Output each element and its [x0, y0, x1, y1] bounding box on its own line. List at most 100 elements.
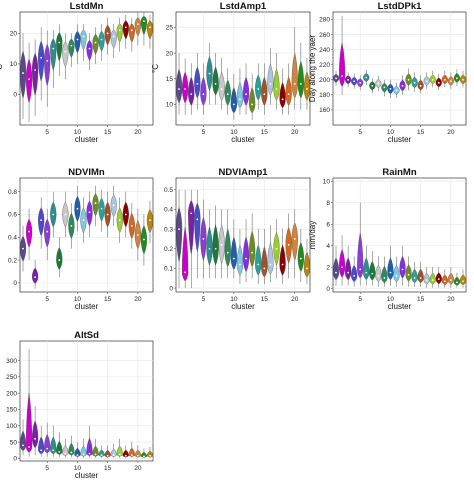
x-tick-label: 20	[291, 296, 299, 303]
x-tick-label: 20	[134, 296, 142, 303]
median-point	[208, 72, 211, 75]
x-tick-label: 5	[358, 296, 362, 303]
violin-cluster-17	[116, 23, 123, 43]
chart-panel-6: RainMn 0 2 4 6 8 10 5 10 15 20 cluster mm/day	[308, 167, 467, 311]
median-point	[70, 451, 73, 454]
violin-cluster-16	[110, 448, 117, 457]
x-tick-label: 20	[291, 129, 299, 136]
median-point	[413, 81, 416, 84]
median-point	[40, 56, 43, 59]
median-point	[28, 230, 30, 233]
violin-cluster-16	[267, 242, 274, 275]
median-point	[118, 29, 121, 32]
median-point	[124, 454, 127, 457]
chart-panel-2: LstdAmp1 10 15 20 25 5 10 15 20 cluster °C	[151, 1, 311, 144]
median-point	[136, 234, 139, 236]
median-point	[263, 267, 266, 270]
median-point	[196, 218, 199, 221]
median-point	[46, 230, 49, 233]
y-tick-label: 10	[323, 178, 331, 185]
median-point	[226, 251, 229, 254]
median-point	[407, 273, 410, 276]
median-point	[28, 446, 30, 448]
violin-cluster-9	[68, 38, 75, 58]
x-axis-label: cluster	[388, 135, 412, 144]
x-axis-label: cluster	[231, 302, 255, 311]
median-point	[76, 454, 79, 457]
median-point	[335, 77, 337, 80]
violin-cluster-15	[417, 268, 424, 283]
violin-cluster-12	[399, 256, 406, 279]
y-tick-label: 300	[6, 358, 17, 365]
violin-cluster-7	[212, 66, 219, 96]
violin-cluster-18	[279, 81, 286, 109]
median-point	[208, 247, 211, 250]
median-point	[269, 83, 272, 85]
violin-cluster-5	[357, 232, 364, 279]
median-point	[281, 98, 284, 101]
median-point	[214, 83, 217, 85]
median-point	[40, 449, 43, 452]
violin-cluster-20	[291, 222, 298, 261]
median-point	[46, 447, 49, 450]
violin-cluster-18	[122, 20, 129, 40]
violin-cluster-1	[19, 430, 27, 451]
violin-cluster-2	[182, 71, 189, 104]
y-tick-label: 0.8	[8, 189, 17, 196]
median-point	[143, 455, 145, 458]
median-point	[130, 29, 133, 32]
violin-cluster-22	[303, 251, 311, 278]
median-point	[190, 93, 193, 96]
y-tick-label: 2	[326, 264, 330, 271]
violin-cluster-9	[381, 265, 388, 283]
violin-cluster-4	[38, 40, 45, 82]
violin-cluster-12	[242, 236, 250, 272]
median-point	[52, 47, 55, 50]
violin-cluster-15	[261, 246, 268, 278]
median-point	[130, 224, 133, 227]
violin-cluster-14	[255, 244, 262, 276]
violin-cluster-9	[224, 79, 231, 106]
median-point	[263, 93, 266, 96]
violin-cluster-4	[194, 66, 201, 99]
violin-cluster-10	[74, 447, 81, 457]
x-tick-label: 15	[104, 465, 112, 472]
median-point	[401, 84, 404, 87]
y-tick-label: 4	[326, 243, 330, 250]
median-point	[143, 20, 145, 23]
x-tick-label: 5	[45, 129, 49, 136]
violin-cluster-16	[110, 29, 117, 49]
violin-cluster-4	[351, 264, 358, 282]
median-point	[251, 251, 254, 254]
y-tick-label: 50	[10, 439, 18, 446]
violin-cluster-15	[104, 24, 111, 46]
median-point	[88, 452, 91, 455]
median-point	[281, 263, 284, 266]
median-point	[287, 243, 290, 246]
x-tick-label: 20	[134, 465, 142, 472]
y-tick-label: 200	[6, 390, 17, 397]
median-point	[40, 219, 43, 222]
median-point	[58, 259, 61, 261]
median-point	[443, 78, 446, 81]
median-point	[413, 277, 416, 279]
violin-cluster-5	[200, 76, 207, 106]
violin-cluster-20	[291, 52, 298, 99]
median-point	[220, 243, 223, 246]
violin-cluster-14	[98, 30, 105, 52]
median-point	[425, 279, 428, 282]
median-point	[94, 202, 97, 204]
x-tick-label: 5	[45, 465, 49, 472]
x-tick-label: 15	[261, 296, 269, 303]
median-point	[136, 23, 139, 26]
x-axis-label: cluster	[75, 471, 99, 480]
chart-panel-3: LstdDPk1 160 180 200 220 240 260 280 5 10 15 20 clus…	[308, 1, 467, 144]
violin-cluster-20	[134, 449, 141, 458]
x-tick-label: 15	[104, 296, 112, 303]
median-point	[347, 271, 350, 274]
median-point	[443, 280, 446, 283]
median-point	[112, 204, 115, 207]
x-axis-label: cluster	[388, 302, 412, 311]
y-tick-label: 240	[319, 47, 330, 54]
median-point	[239, 263, 241, 266]
